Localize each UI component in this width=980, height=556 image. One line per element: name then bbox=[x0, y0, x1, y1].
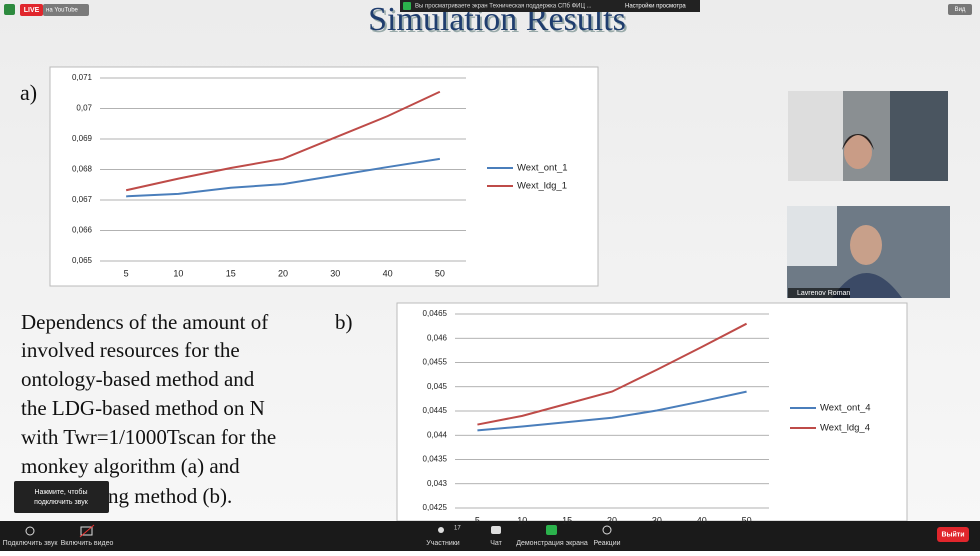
paragraph-line: ontology-based method and bbox=[21, 367, 255, 391]
y-tick-label: 0,067 bbox=[72, 195, 93, 204]
platform-badge[interactable] bbox=[43, 4, 89, 16]
audio-button[interactable]: Подключить звук bbox=[3, 540, 59, 547]
y-tick-label: 0,046 bbox=[427, 333, 448, 342]
chat-button[interactable]: Чат bbox=[490, 540, 502, 547]
audio-icon[interactable] bbox=[25, 526, 35, 536]
reactions-icon[interactable] bbox=[602, 525, 612, 535]
reactions-button[interactable]: Реакции bbox=[593, 540, 620, 547]
y-tick-label: 0,071 bbox=[72, 73, 93, 82]
series-line bbox=[477, 390, 747, 432]
wall bbox=[787, 206, 837, 266]
x-tick-label: 20 bbox=[607, 515, 617, 525]
name-badge bbox=[788, 288, 850, 298]
y-tick-label: 0,0425 bbox=[423, 503, 448, 512]
x-tick-label: 5 bbox=[475, 515, 480, 525]
series-line bbox=[126, 157, 441, 198]
participants-button[interactable]: Участники bbox=[426, 540, 460, 547]
legend-label: Wext_ont_4 bbox=[820, 403, 871, 414]
x-tick-label: 30 bbox=[652, 515, 662, 525]
leave-button[interactable] bbox=[937, 527, 969, 542]
hair bbox=[842, 134, 874, 150]
leave-label: Выйти bbox=[941, 530, 964, 538]
share-icon bbox=[403, 2, 411, 10]
legend-label: Wext_ldg_1 bbox=[517, 181, 567, 192]
view-label: Вид bbox=[955, 7, 966, 13]
chart-label: b) bbox=[335, 310, 353, 334]
y-tick-label: 0,044 bbox=[427, 430, 448, 439]
paragraph-line: involved resources for the bbox=[21, 338, 240, 362]
platform-label: на YouTube bbox=[46, 8, 79, 14]
x-tick-label: 15 bbox=[226, 268, 236, 278]
y-tick-label: 0,069 bbox=[72, 134, 93, 143]
live-badge[interactable] bbox=[20, 4, 43, 16]
y-tick-label: 0,065 bbox=[72, 256, 93, 265]
x-tick-label: 50 bbox=[435, 268, 445, 278]
y-tick-label: 0,0435 bbox=[423, 455, 448, 464]
x-tick-label: 50 bbox=[742, 515, 752, 525]
series-line bbox=[125, 90, 441, 192]
paragraph-line: Dependencs of the amount of bbox=[21, 310, 268, 334]
x-tick-label: 40 bbox=[383, 268, 393, 278]
paragraph-line: ng method (b). bbox=[108, 484, 232, 508]
y-tick-label: 0,07 bbox=[76, 104, 92, 113]
y-tick-label: 0,043 bbox=[427, 479, 448, 488]
y-tick-label: 0,0455 bbox=[423, 358, 448, 367]
shelf bbox=[890, 91, 948, 181]
x-tick-label: 10 bbox=[173, 268, 183, 278]
security-icon[interactable] bbox=[4, 4, 15, 15]
video-icon[interactable] bbox=[80, 526, 93, 536]
view-button[interactable] bbox=[948, 4, 972, 15]
notice-text: Вы просматриваете экран Техническая подд… bbox=[415, 4, 592, 10]
tooltip-text: подключить звук bbox=[34, 499, 89, 506]
toolbar bbox=[0, 521, 980, 551]
legend-label: Wext_ont_1 bbox=[517, 163, 568, 174]
paragraph-line: with Twr=1/1000Tscan for the bbox=[21, 425, 276, 449]
x-tick-label: 30 bbox=[330, 268, 340, 278]
share-notice bbox=[400, 0, 700, 12]
y-tick-label: 0,0465 bbox=[423, 309, 448, 318]
paragraph-line: the LDG-based method on N bbox=[21, 396, 265, 420]
x-tick-label: 5 bbox=[124, 268, 129, 278]
x-tick-label: 10 bbox=[517, 515, 527, 525]
chart-frame bbox=[49, 66, 599, 287]
video-off bbox=[79, 524, 95, 538]
paragraph: Dependencs of the amount of involved reso… bbox=[21, 310, 276, 508]
video-button[interactable]: Включить видео bbox=[61, 540, 114, 547]
paragraph-line: monkey algorithm (a) and bbox=[21, 454, 240, 478]
chart-label: a) bbox=[20, 80, 37, 105]
person bbox=[850, 225, 882, 265]
chat-icon[interactable] bbox=[491, 526, 501, 534]
x-tick-label: 15 bbox=[562, 515, 572, 525]
series-line bbox=[477, 322, 748, 426]
y-tick-label: 0,066 bbox=[72, 226, 93, 235]
share-button[interactable]: Демонстрация экрана bbox=[516, 540, 588, 547]
person bbox=[844, 135, 872, 169]
participants-icon[interactable] bbox=[438, 527, 444, 533]
x-tick-label: 20 bbox=[278, 268, 288, 278]
y-tick-label: 0,068 bbox=[72, 165, 93, 174]
y-tick-label: 0,0445 bbox=[423, 406, 448, 415]
share-icon[interactable] bbox=[546, 525, 557, 535]
x-tick-label: 40 bbox=[697, 515, 707, 525]
live-label: LIVE bbox=[24, 7, 40, 14]
window bbox=[788, 91, 843, 181]
tooltip bbox=[14, 481, 109, 513]
legend-label: Wext_ldg_4 bbox=[820, 423, 870, 434]
participants-count: 17 bbox=[454, 526, 461, 532]
tooltip-text: Нажмите, чтобы bbox=[35, 488, 88, 496]
y-tick-label: 0,045 bbox=[427, 382, 448, 391]
participant-name: Lavrenov Roman bbox=[797, 290, 850, 297]
view-settings[interactable]: Настройки просмотра bbox=[625, 3, 686, 10]
